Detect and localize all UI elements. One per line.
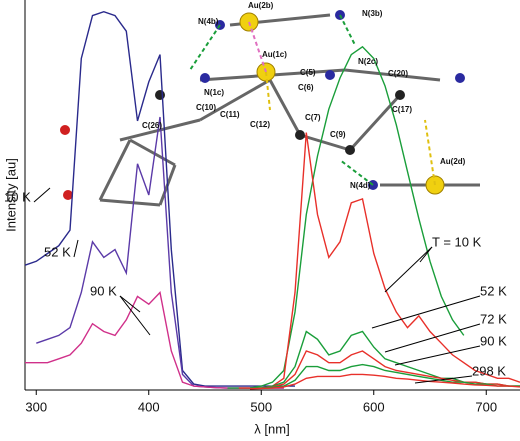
x-tick-label: 700 xyxy=(475,399,497,414)
atom-label: Au(1c) xyxy=(262,50,287,59)
series-label: 90 K xyxy=(90,283,117,298)
series-label: T = 10 K xyxy=(432,234,482,249)
x-tick-label: 500 xyxy=(250,399,272,414)
series-label: 52 K xyxy=(44,244,71,259)
atom-label: C(12) xyxy=(250,120,270,129)
molecule-inset xyxy=(98,13,480,207)
contacts xyxy=(189,14,436,186)
label-pointer xyxy=(414,375,473,384)
atom-label: C(7) xyxy=(305,113,321,122)
atom-label: N(1c) xyxy=(204,88,224,97)
series-line xyxy=(238,132,520,389)
label-pointer xyxy=(384,323,481,353)
label-pointer xyxy=(119,295,151,336)
atom-label: N(4d) xyxy=(350,181,371,190)
series-line xyxy=(250,350,520,389)
atom-label: N(4b) xyxy=(198,17,219,26)
x-tick-label: 400 xyxy=(138,399,160,414)
x-tick-label: 300 xyxy=(25,399,47,414)
series-label: 298 K xyxy=(472,363,506,378)
atom-label: C(6) xyxy=(298,83,314,92)
x-axis-label: λ [nm] xyxy=(254,421,289,436)
series-line xyxy=(250,363,520,389)
label-pointer xyxy=(419,246,433,263)
y-axis-label: Intensity [au] xyxy=(3,158,18,232)
atom-label: Au(2d) xyxy=(440,157,466,166)
series-line xyxy=(24,10,295,387)
x-tick-label: 600 xyxy=(363,399,385,414)
label-pointer xyxy=(371,295,481,329)
series-label: 52 K xyxy=(480,283,507,298)
atom-label: C(5) xyxy=(300,68,316,77)
label-pointer xyxy=(73,239,79,258)
atom-label: Au(2b) xyxy=(248,1,274,10)
series-label: 72 K xyxy=(480,311,507,326)
series-line xyxy=(249,373,520,390)
series-line xyxy=(25,291,284,389)
atom-label: C(9) xyxy=(330,130,346,139)
atom-label: C(26) xyxy=(142,121,162,130)
atom-label: C(20) xyxy=(388,69,408,78)
atom-label: N(3b) xyxy=(362,9,383,18)
label-pointer xyxy=(119,295,141,313)
series-line xyxy=(227,45,465,389)
series-label: 10 K xyxy=(4,189,31,204)
label-pointer xyxy=(384,246,433,293)
atom-label: C(10) xyxy=(196,103,216,112)
label-pointer xyxy=(394,345,481,366)
atom-label: C(11) xyxy=(220,110,240,119)
label-pointer xyxy=(33,187,51,203)
atom-label: N(2c) xyxy=(358,57,378,66)
atom-label: C(17) xyxy=(392,105,412,114)
series-label: 90 K xyxy=(480,333,507,348)
